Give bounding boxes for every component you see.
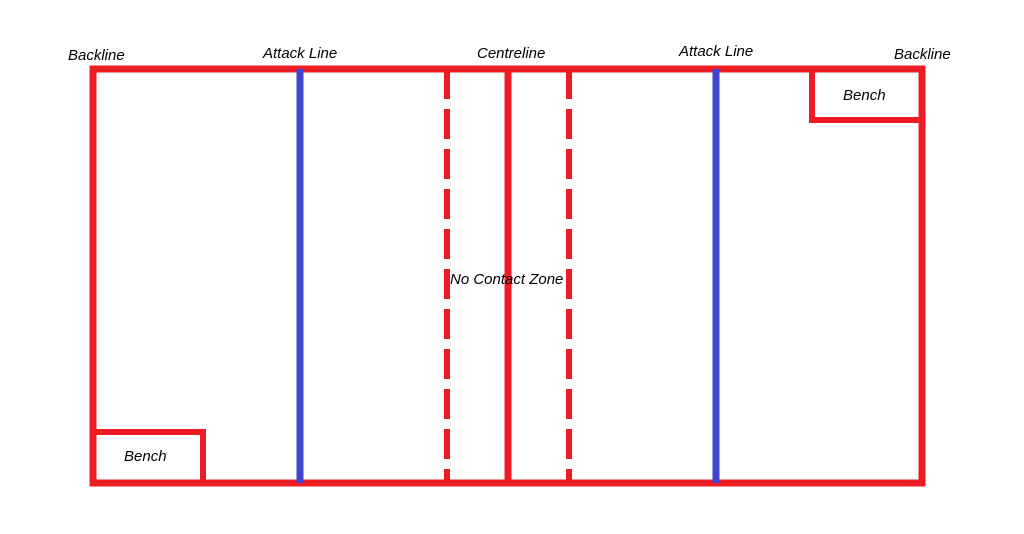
bench-bottom-left-box: [90, 429, 206, 486]
backline-left-label: Backline: [68, 47, 125, 64]
attack-line-right-label: Attack Line: [679, 43, 754, 60]
backline-right-label: Backline: [894, 46, 951, 63]
no-contact-zone-label: No Contact Zone: [450, 271, 564, 288]
bench-top-right-box: [809, 66, 925, 123]
bench-top-label: Bench: [843, 87, 886, 104]
attack-line-left-label: Attack Line: [263, 45, 338, 62]
bench-bottom-label: Bench: [124, 448, 167, 465]
centreline-label: Centreline: [477, 45, 546, 62]
